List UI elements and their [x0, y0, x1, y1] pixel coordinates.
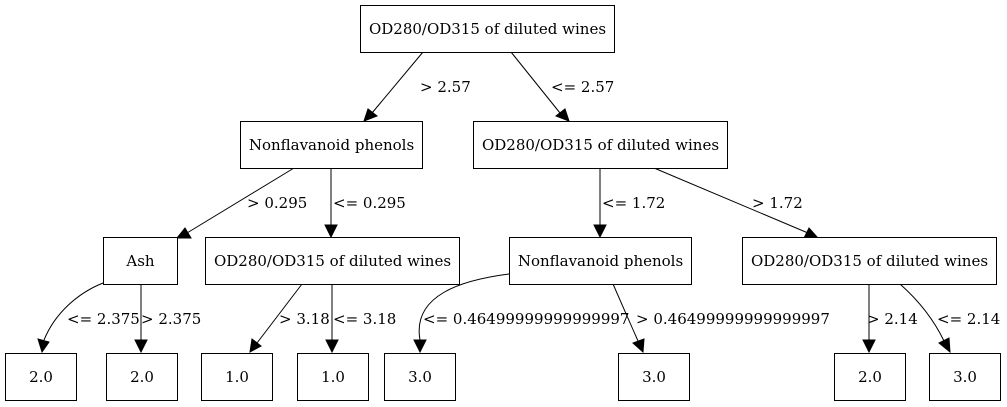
- edge-ll-leaf2: > 2.375: [134, 284, 201, 354]
- edge-label-r-rr: > 1.72: [752, 194, 803, 212]
- edge-rl-leaf5: <= 0.46499999999999997: [413, 273, 629, 354]
- edge-root-left: > 2.57: [363, 51, 471, 122]
- leaf-8-label: 3.0: [953, 368, 977, 386]
- leaf-7-label: 2.0: [858, 368, 882, 386]
- leaf-6: 3.0: [618, 353, 690, 401]
- edge-l-lr: <= 0.295: [324, 168, 406, 239]
- node-left-left-label: Ash: [125, 252, 155, 270]
- leaf-3: 1.0: [201, 353, 273, 401]
- edge-label-r-rl: <= 1.72: [602, 194, 665, 212]
- node-left: Nonflavanoid phenols: [240, 121, 423, 169]
- node-right-left: Nonflavanoid phenols: [509, 237, 692, 285]
- node-right-right: OD280/OD315 of diluted wines: [742, 237, 997, 285]
- node-right-right-label: OD280/OD315 of diluted wines: [751, 252, 988, 270]
- node-left-left: Ash: [103, 237, 178, 285]
- node-right-left-label: Nonflavanoid phenols: [518, 252, 683, 270]
- edge-lr-leaf4: <= 3.18: [325, 284, 396, 354]
- leaf-4-label: 1.0: [321, 368, 345, 386]
- edge-ll-leaf1: <= 2.375: [37, 282, 140, 354]
- leaf-3-label: 1.0: [225, 368, 249, 386]
- leaf-2-label: 2.0: [130, 368, 154, 386]
- edge-r-rl: <= 1.72: [593, 168, 665, 239]
- leaf-5-label: 3.0: [408, 368, 432, 386]
- node-left-label: Nonflavanoid phenols: [249, 136, 414, 154]
- leaf-5: 3.0: [384, 353, 456, 401]
- node-left-right: OD280/OD315 of diluted wines: [205, 237, 460, 285]
- leaf-2: 2.0: [106, 353, 178, 401]
- edge-label-root-right: <= 2.57: [551, 78, 614, 96]
- edge-label-l-ll: > 0.295: [247, 194, 307, 212]
- edge-label-lr-leaf4: <= 3.18: [333, 310, 396, 328]
- edge-rl-leaf6: > 0.46499999999999997: [612, 283, 830, 354]
- node-right-label: OD280/OD315 of diluted wines: [482, 136, 719, 154]
- edge-label-rr-leaf7: > 2.14: [867, 310, 918, 328]
- edge-label-ll-leaf1: <= 2.375: [67, 310, 140, 328]
- edge-l-ll: > 0.295: [175, 167, 307, 239]
- edge-rr-leaf8: <= 2.14: [899, 283, 1000, 354]
- leaf-1-label: 2.0: [29, 368, 53, 386]
- edge-label-rl-leaf6: > 0.46499999999999997: [636, 310, 830, 328]
- leaf-1: 2.0: [5, 353, 77, 401]
- node-left-right-label: OD280/OD315 of diluted wines: [214, 252, 451, 270]
- leaf-8: 3.0: [929, 353, 1001, 401]
- edge-rr-leaf7: > 2.14: [862, 284, 918, 354]
- edge-label-lr-leaf3: > 3.18: [279, 310, 330, 328]
- edge-r-rr: > 1.72: [653, 167, 819, 239]
- edge-lr-leaf3: > 3.18: [249, 283, 330, 353]
- leaf-4: 1.0: [297, 353, 369, 401]
- edge-label-ll-leaf2: > 2.375: [141, 310, 201, 328]
- node-root-label: OD280/OD315 of diluted wines: [369, 20, 606, 38]
- edge-label-rl-leaf5: <= 0.46499999999999997: [423, 310, 629, 328]
- node-root: OD280/OD315 of diluted wines: [360, 5, 615, 53]
- edge-root-right: <= 2.57: [510, 51, 614, 122]
- node-right: OD280/OD315 of diluted wines: [473, 121, 728, 169]
- edge-label-rr-leaf8: <= 2.14: [937, 310, 1000, 328]
- leaf-6-label: 3.0: [642, 368, 666, 386]
- leaf-7: 2.0: [834, 353, 906, 401]
- edge-label-root-left: > 2.57: [420, 78, 471, 96]
- edge-label-l-lr: <= 0.295: [333, 194, 406, 212]
